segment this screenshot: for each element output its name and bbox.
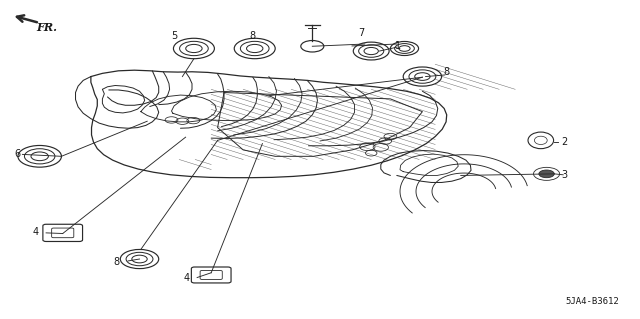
Text: 5JA4-B3612: 5JA4-B3612 — [566, 297, 620, 306]
Text: 7: 7 — [358, 28, 364, 39]
Text: 8: 8 — [113, 256, 120, 267]
Circle shape — [539, 170, 554, 178]
Text: 5: 5 — [171, 31, 177, 41]
Text: 1: 1 — [395, 41, 401, 51]
Text: 4: 4 — [184, 273, 190, 283]
Text: 6: 6 — [14, 149, 20, 160]
Text: 2: 2 — [561, 137, 568, 147]
Text: 8: 8 — [249, 31, 255, 41]
Text: 3: 3 — [561, 170, 568, 180]
Text: 4: 4 — [32, 227, 38, 237]
Text: 8: 8 — [444, 67, 450, 78]
Text: FR.: FR. — [36, 22, 57, 33]
